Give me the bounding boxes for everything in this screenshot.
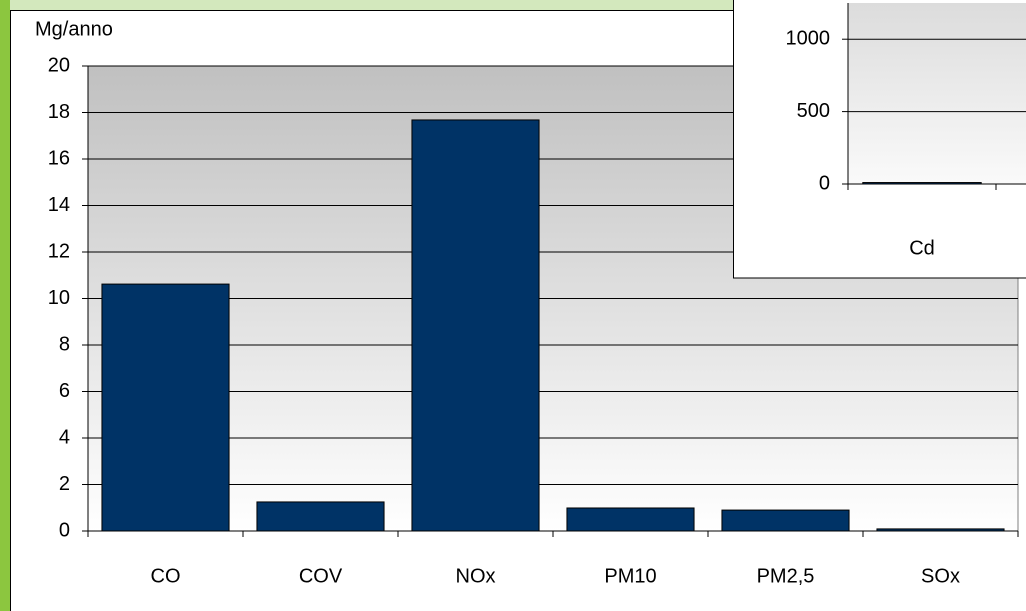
x-tick-label: COV bbox=[299, 565, 343, 587]
bar bbox=[101, 283, 230, 532]
y-tick-label: 10 bbox=[48, 287, 70, 309]
bar bbox=[256, 501, 385, 532]
bar bbox=[862, 182, 982, 185]
x-tick-label: CO bbox=[151, 565, 181, 587]
y-tick-label: 18 bbox=[48, 101, 70, 123]
y-tick-label: 14 bbox=[48, 194, 70, 216]
y-axis-label: Mg/anno bbox=[35, 18, 113, 40]
x-tick-label: SOx bbox=[921, 565, 960, 587]
y-tick-label: 1000 bbox=[786, 27, 831, 49]
y-tick-label: 12 bbox=[48, 240, 70, 262]
y-tick-label: 2 bbox=[59, 473, 70, 495]
side-strip bbox=[0, 0, 10, 611]
y-tick-label: 16 bbox=[48, 147, 70, 169]
y-tick-label: 4 bbox=[59, 426, 70, 448]
bar bbox=[876, 528, 1005, 532]
y-tick-label: 0 bbox=[59, 519, 70, 541]
bar bbox=[566, 507, 695, 532]
x-tick-label: Cd bbox=[909, 237, 935, 259]
y-tick-label: 20 bbox=[48, 54, 70, 76]
y-tick-label: 8 bbox=[59, 333, 70, 355]
bar bbox=[411, 119, 540, 532]
plot-area bbox=[848, 3, 1026, 184]
y-tick-label: 500 bbox=[797, 100, 830, 122]
bar bbox=[721, 509, 850, 532]
y-tick-label: 0 bbox=[819, 172, 830, 194]
inset-chart: 0 500 1000 Cd bbox=[786, 3, 1026, 259]
x-tick-label: PM10 bbox=[604, 565, 656, 587]
x-tick-label: PM2,5 bbox=[757, 565, 815, 587]
y-tick-label: 6 bbox=[59, 380, 70, 402]
x-tick-label: NOx bbox=[456, 565, 496, 587]
